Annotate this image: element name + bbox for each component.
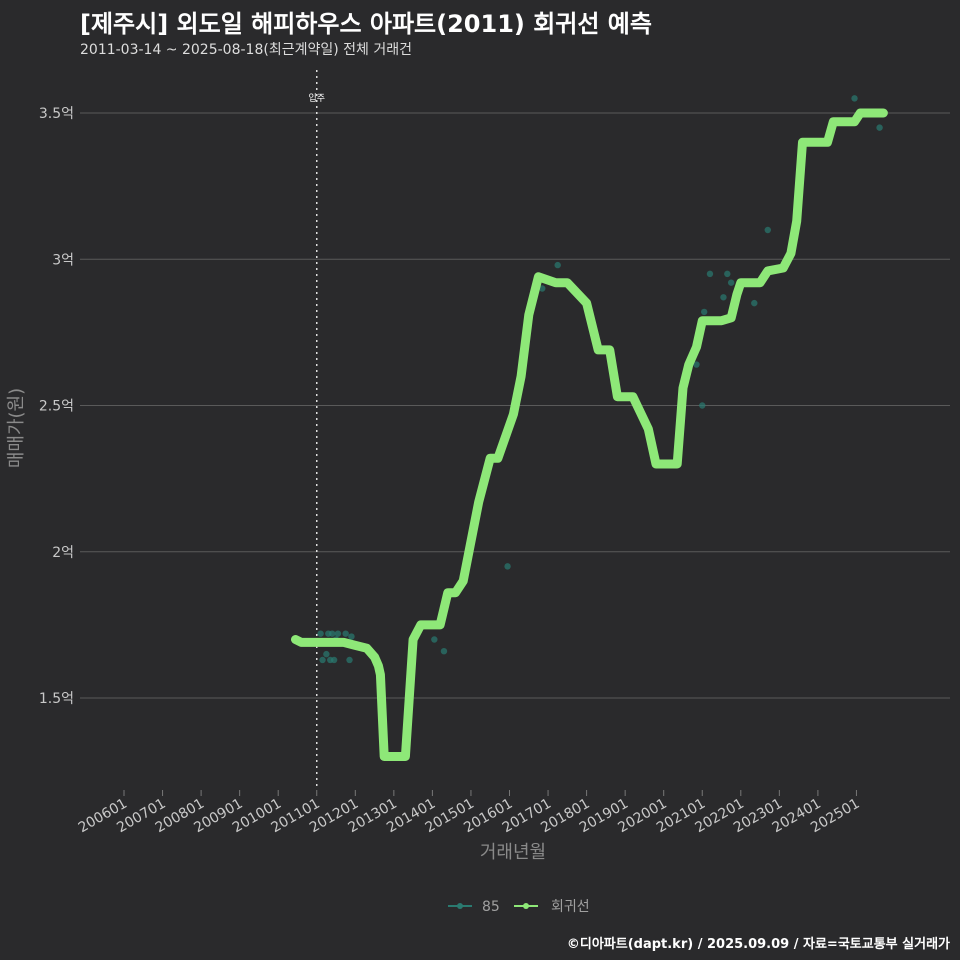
y-axis-ticks: 1.5억 2억 2.5억 3억 3.5억 — [39, 106, 74, 707]
scatter-point — [348, 633, 355, 640]
scatter-point — [876, 124, 883, 131]
regression-line — [291, 108, 888, 761]
scatter-point — [328, 630, 336, 637]
y-tick-label: 2.5억 — [39, 399, 74, 415]
move-in-annotation: 입주 — [308, 70, 325, 790]
scatter-point — [346, 656, 353, 664]
scatter-point — [554, 261, 561, 269]
grid-lines — [80, 112, 950, 699]
scatter-point — [720, 294, 727, 301]
y-tick-label: 3.5억 — [39, 106, 74, 122]
move-in-label: 입주 — [308, 92, 325, 104]
scatter-point — [851, 95, 858, 102]
scatter-point — [693, 361, 700, 368]
scatter-point — [317, 630, 324, 637]
scatter-point — [700, 308, 708, 316]
scatter-point — [706, 270, 714, 278]
scatter-point — [342, 630, 349, 637]
footer-credit: ©디아파트(dapt.kr) / 2025.09.09 / 자료=국토교통부 실… — [566, 937, 950, 952]
y-axis-title: 매매가(원) — [6, 388, 27, 468]
legend-label: 85 — [482, 899, 500, 915]
y-tick-label: 2억 — [52, 545, 74, 561]
scatter-point — [727, 279, 735, 286]
scatter-point — [504, 563, 511, 570]
scatter-point — [319, 656, 326, 664]
scatter-point — [440, 648, 448, 655]
legend-label: 회귀선 — [551, 899, 590, 915]
legend-key-dot — [457, 903, 463, 909]
scatter-point — [334, 630, 342, 637]
chart-subtitle: 2011-03-14 ~ 2025-08-18(최근계약일) 전체 거래건 — [80, 42, 412, 58]
x-axis-ticks: 2006012007012008012009012010012011012012… — [76, 790, 862, 836]
y-tick-label: 3억 — [52, 252, 74, 268]
scatter-point — [724, 270, 731, 278]
y-tick-label: 1.5억 — [39, 691, 74, 707]
x-axis-title: 거래년월 — [480, 842, 546, 863]
chart-title: [제주시] 외도일 해피하우스 아파트(2011) 회귀선 예측 — [80, 10, 652, 38]
legend-item: 회귀선 — [514, 899, 590, 915]
scatter-point — [330, 656, 338, 664]
scatter-point — [764, 226, 771, 234]
regression-line-group — [291, 108, 888, 761]
scatter-point — [323, 650, 330, 658]
legend: 85 회귀선 — [448, 899, 590, 915]
scatter-point — [539, 285, 546, 292]
scatter-point — [431, 636, 438, 643]
scatter-point — [751, 299, 758, 307]
legend-key-dot — [523, 903, 529, 909]
legend-item: 85 — [448, 899, 500, 915]
scatter-point — [699, 402, 706, 409]
